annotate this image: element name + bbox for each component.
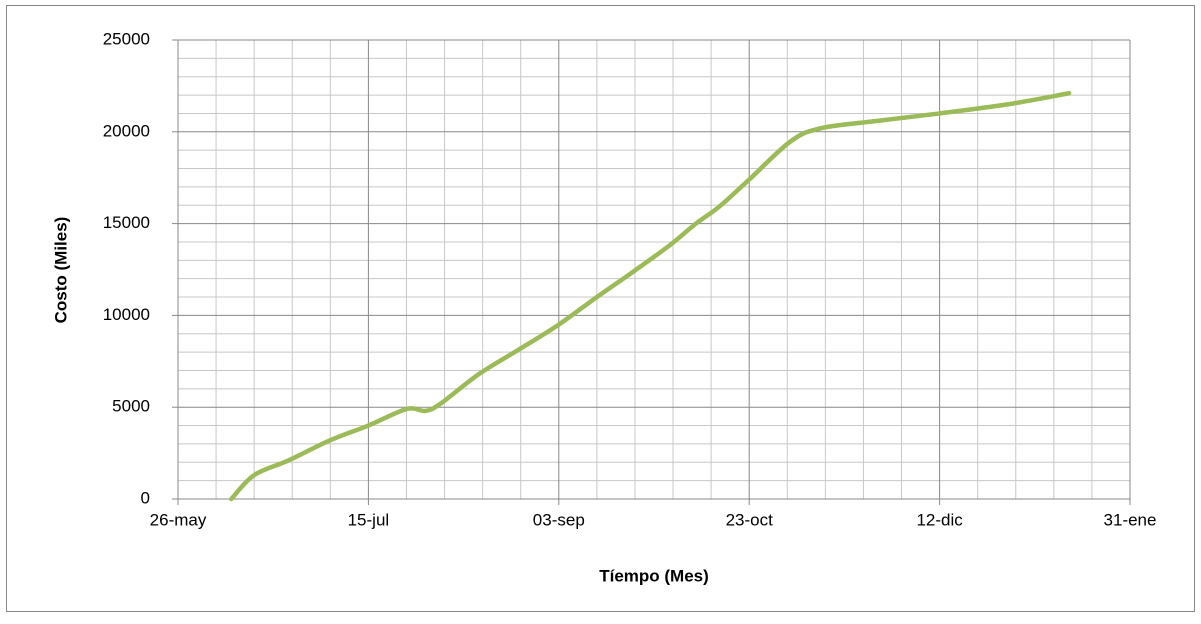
x-tick-label: 12-dic [916, 510, 963, 529]
line-series [229, 90, 1072, 502]
y-tick-label: 0 [141, 488, 150, 507]
x-axis-title: Tíempo (Mes) [599, 566, 709, 585]
x-tick-label: 31-ene [1104, 510, 1157, 529]
x-tick-label: 26-may [150, 510, 207, 529]
y-tick-label: 5000 [112, 397, 150, 416]
y-tick-label: 10000 [103, 305, 150, 324]
y-tick-label: 15000 [103, 213, 150, 232]
x-tick-label: 15-jul [348, 510, 390, 529]
y-tick-label: 25000 [103, 29, 150, 48]
y-tick-label: 20000 [103, 121, 150, 140]
x-tick-label: 03-sep [533, 510, 585, 529]
x-tick-label: 23-oct [726, 510, 774, 529]
y-axis-title: Costo (Miles) [51, 217, 70, 324]
